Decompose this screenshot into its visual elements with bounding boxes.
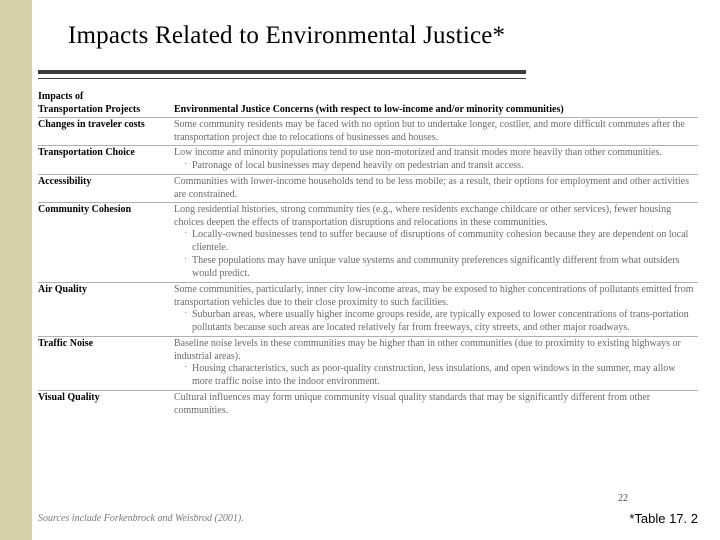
impact-label: Transportation Choice: [38, 146, 174, 175]
slide-title: Impacts Related to Environmental Justice…: [68, 22, 505, 50]
concern-bullet: Housing characteristics, such as poor-qu…: [184, 363, 694, 388]
concern-bullets: Housing characteristics, such as poor-qu…: [174, 363, 694, 388]
table-row: Traffic NoiseBaseline noise levels in th…: [38, 337, 698, 391]
table-reference: *Table 17. 2: [629, 511, 698, 526]
table-body: Changes in traveler costsSome community …: [38, 118, 698, 419]
concern-text: Low income and minority populations tend…: [174, 147, 694, 160]
concern-text: Some communities, particularly, inner ci…: [174, 284, 694, 309]
concern-bullet: These populations may have unique value …: [184, 255, 694, 280]
impact-concern: Communities with lower-income households…: [174, 175, 698, 203]
impact-concern: Long residential histories, strong commu…: [174, 203, 698, 283]
page-number: 22: [618, 493, 628, 504]
concern-bullet: Locally-owned businesses tend to suffer …: [184, 229, 694, 254]
concern-bullet: Suburban areas, where usually higher inc…: [184, 309, 694, 334]
slide: Impacts Related to Environmental Justice…: [0, 0, 720, 540]
concern-bullets: Suburban areas, where usually higher inc…: [174, 309, 694, 334]
concern-text: Baseline noise levels in these communiti…: [174, 338, 694, 363]
concern-text: Some community residents may be faced wi…: [174, 119, 694, 144]
table-row: Air QualitySome communities, particularl…: [38, 283, 698, 337]
impact-label: Air Quality: [38, 283, 174, 337]
header-right: Environmental Justice Concerns (with res…: [174, 90, 698, 118]
table-row: AccessibilityCommunities with lower-inco…: [38, 175, 698, 203]
title-rule-thin: [38, 78, 526, 79]
impact-concern: Baseline noise levels in these communiti…: [174, 337, 698, 391]
concern-text: Communities with lower-income households…: [174, 176, 694, 201]
concern-text: Cultural influences may form unique comm…: [174, 392, 694, 417]
impact-concern: Some community residents may be faced wi…: [174, 118, 698, 146]
header-left: Impacts of Transportation Projects: [38, 90, 174, 118]
content-area: Impacts of Transportation Projects Envir…: [38, 90, 698, 418]
impact-label: Changes in traveler costs: [38, 118, 174, 146]
table-row: Transportation ChoiceLow income and mino…: [38, 146, 698, 175]
table-row: Community CohesionLong residential histo…: [38, 203, 698, 283]
impact-concern: Low income and minority populations tend…: [174, 146, 698, 175]
impact-label: Traffic Noise: [38, 337, 174, 391]
sources-line: Sources include Forkenbrock and Weisbrod…: [38, 513, 244, 524]
table-row: Visual QualityCultural influences may fo…: [38, 391, 698, 419]
impact-concern: Some communities, particularly, inner ci…: [174, 283, 698, 337]
ej-table: Impacts of Transportation Projects Envir…: [38, 90, 698, 418]
impact-label: Accessibility: [38, 175, 174, 203]
header-left-line1: Impacts of: [38, 91, 83, 102]
impact-concern: Cultural influences may form unique comm…: [174, 391, 698, 419]
impact-label: Visual Quality: [38, 391, 174, 419]
header-left-line2: Transportation Projects: [38, 104, 140, 115]
left-stripe: [0, 0, 32, 540]
header-row: Impacts of Transportation Projects Envir…: [38, 90, 698, 118]
impact-label: Community Cohesion: [38, 203, 174, 283]
title-rule-thick: [38, 70, 526, 74]
table-row: Changes in traveler costsSome community …: [38, 118, 698, 146]
concern-bullet: Patronage of local businesses may depend…: [184, 160, 694, 173]
concern-bullets: Locally-owned businesses tend to suffer …: [174, 229, 694, 280]
concern-text: Long residential histories, strong commu…: [174, 204, 694, 229]
concern-bullets: Patronage of local businesses may depend…: [174, 160, 694, 173]
